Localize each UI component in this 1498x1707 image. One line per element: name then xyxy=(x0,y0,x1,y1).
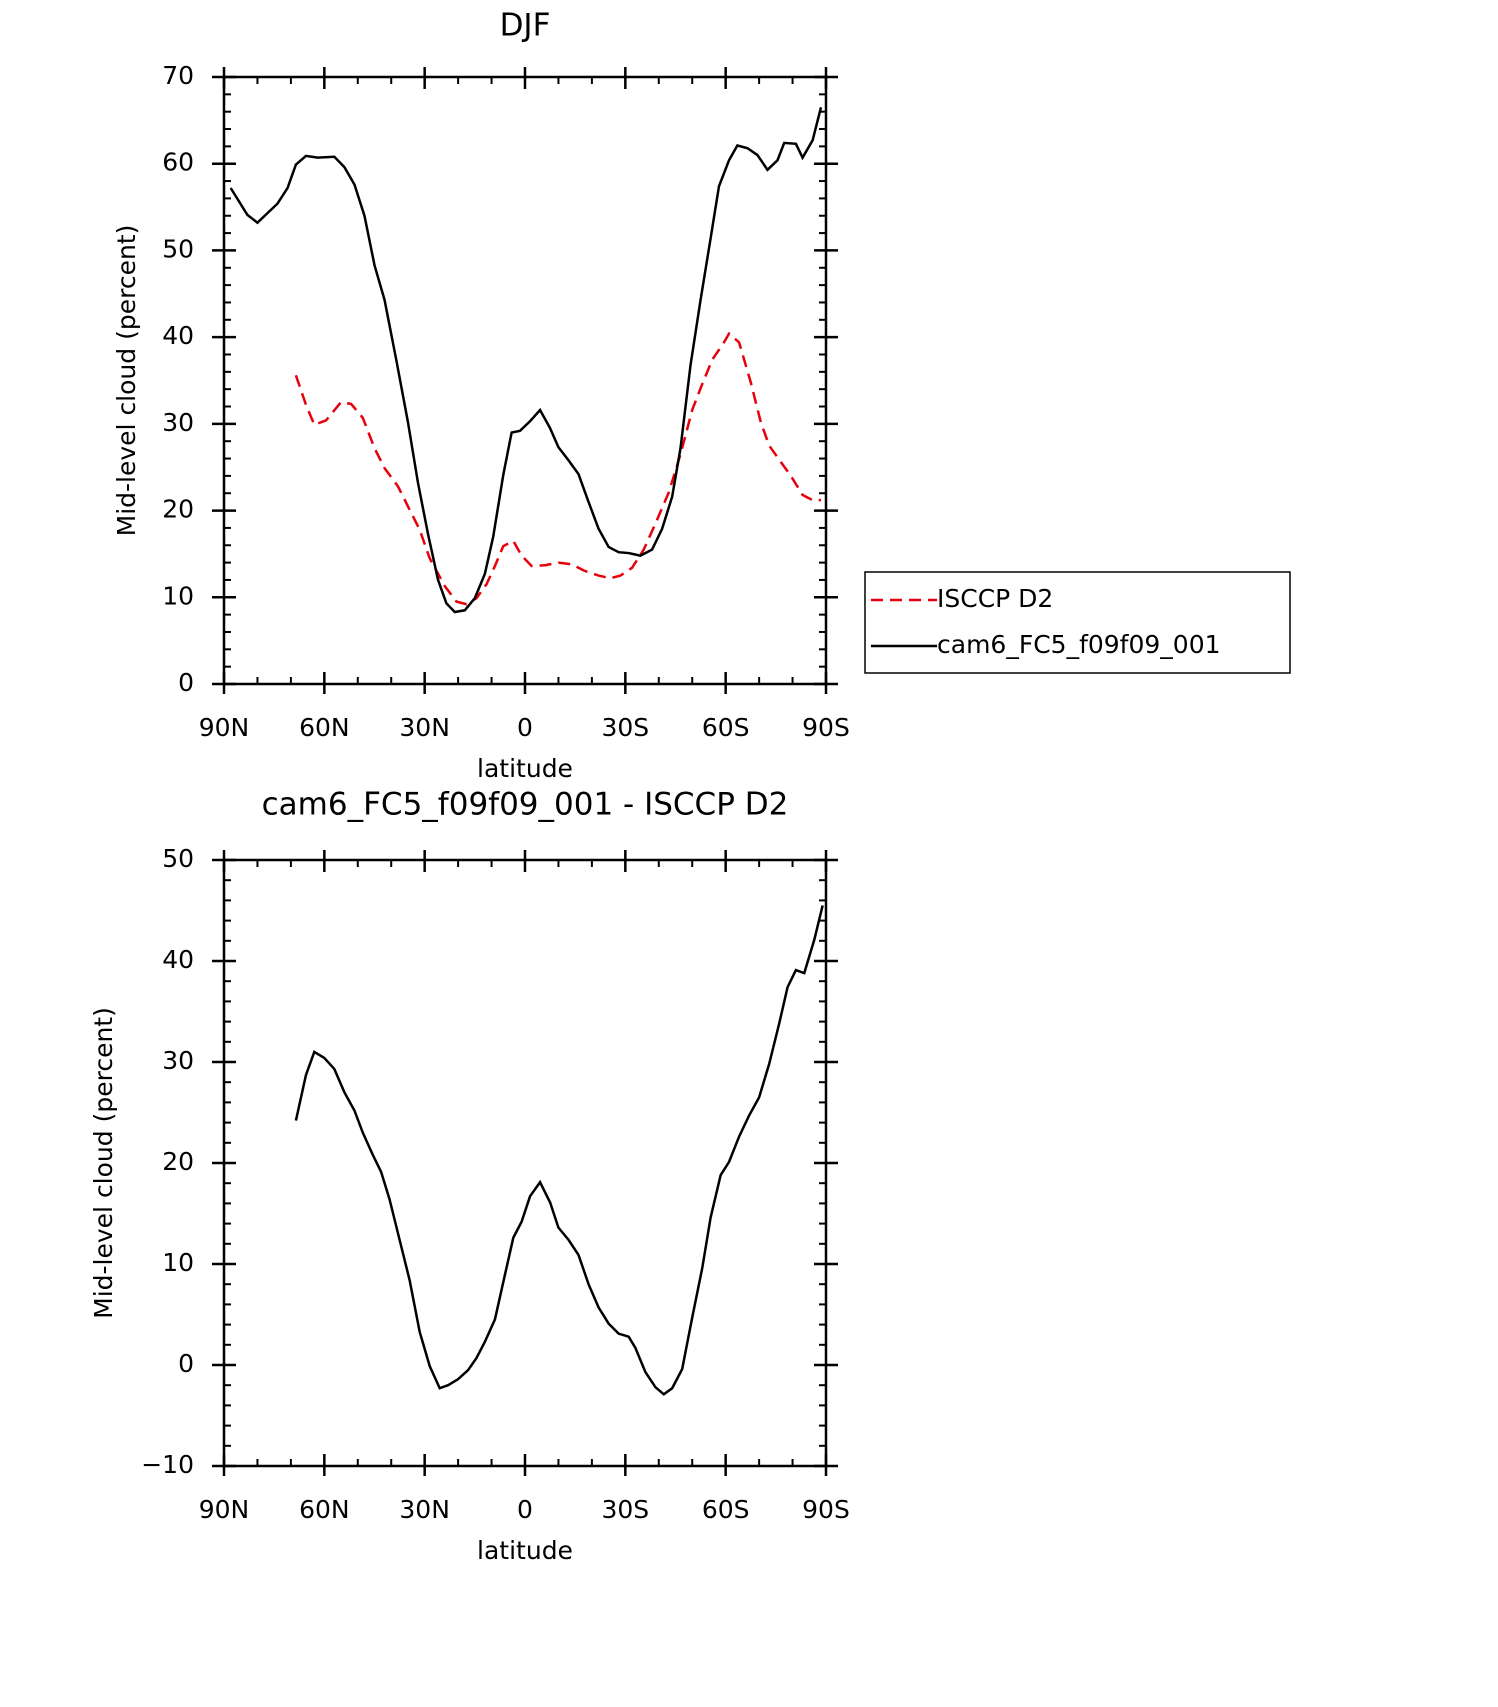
x-tick-label: 0 xyxy=(517,1495,533,1524)
y-tick-label: 70 xyxy=(162,61,194,90)
x-tick-label: 30S xyxy=(601,713,649,742)
y-tick-label: 40 xyxy=(162,321,194,350)
x-axis-label: latitude xyxy=(477,754,573,783)
x-tick-label: 90S xyxy=(802,713,850,742)
chart-title: DJF xyxy=(500,8,551,44)
y-tick-label: 20 xyxy=(162,1147,194,1176)
x-tick-label: 90S xyxy=(802,1495,850,1524)
y-tick-label: 0 xyxy=(178,668,194,697)
data-line xyxy=(294,331,821,606)
y-tick-label: 40 xyxy=(162,945,194,974)
y-tick-label: −10 xyxy=(141,1450,194,1479)
y-tick-label: 0 xyxy=(178,1349,194,1378)
data-line xyxy=(294,905,824,1396)
y-tick-label: 30 xyxy=(162,1046,194,1075)
plot-frame xyxy=(222,75,828,686)
y-axis-label: Mid-level cloud (percent) xyxy=(112,225,141,537)
x-axis-label: latitude xyxy=(477,1536,573,1565)
plot-frame xyxy=(222,858,828,1468)
legend-box xyxy=(864,571,1291,674)
data-line xyxy=(229,107,823,614)
x-tick-label: 60N xyxy=(299,713,350,742)
y-tick-label: 30 xyxy=(162,408,194,437)
x-tick-label: 60S xyxy=(702,1495,750,1524)
y-tick-label: 10 xyxy=(162,581,194,610)
y-axis-label: Mid-level cloud (percent) xyxy=(89,1007,118,1319)
x-tick-label: 30N xyxy=(399,1495,450,1524)
y-tick-label: 20 xyxy=(162,495,194,524)
x-tick-label: 30S xyxy=(601,1495,649,1524)
x-tick-label: 30N xyxy=(399,713,450,742)
y-tick-label: 50 xyxy=(162,234,194,263)
x-tick-label: 90N xyxy=(199,713,250,742)
chart-title: cam6_FC5_f09f09_001 - ISCCP D2 xyxy=(262,787,789,823)
x-tick-label: 90N xyxy=(199,1495,250,1524)
y-tick-label: 10 xyxy=(162,1248,194,1277)
legend-label: cam6_FC5_f09f09_001 xyxy=(937,630,1221,659)
y-tick-label: 50 xyxy=(162,844,194,873)
legend-label: ISCCP D2 xyxy=(937,584,1053,613)
x-tick-label: 0 xyxy=(517,713,533,742)
x-tick-label: 60N xyxy=(299,1495,350,1524)
y-tick-label: 60 xyxy=(162,148,194,177)
x-tick-label: 60S xyxy=(702,713,750,742)
